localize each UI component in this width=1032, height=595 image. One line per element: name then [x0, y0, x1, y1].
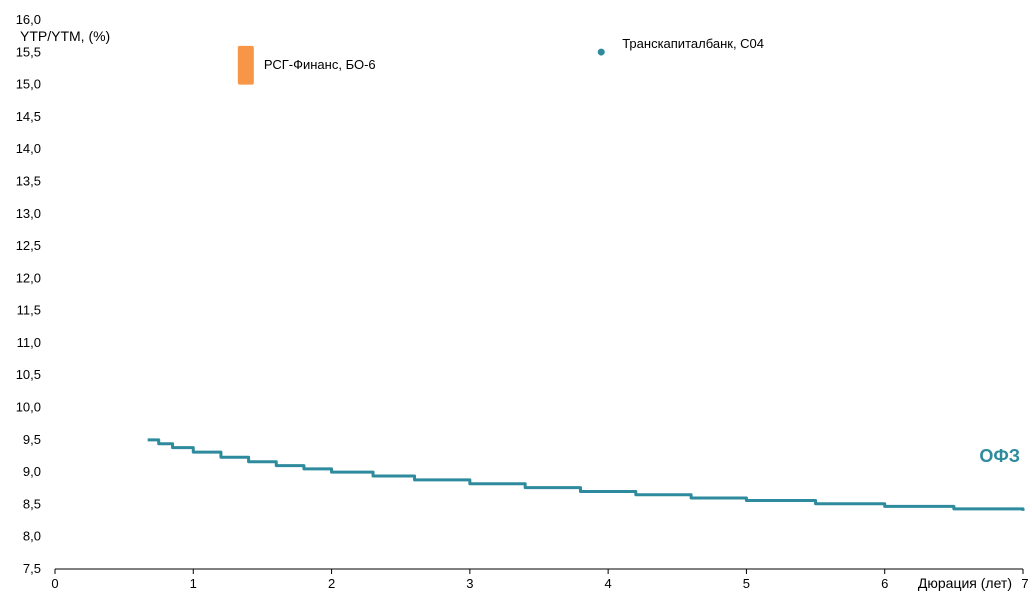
- y-tick-label: 9,5: [23, 432, 41, 447]
- x-tick-label: 6: [881, 576, 888, 591]
- y-tick-label: 10,0: [16, 400, 41, 415]
- point-label-transkapitalbank: Транскапиталбанк, С04: [622, 36, 764, 51]
- y-tick-label: 14,0: [16, 141, 41, 156]
- x-tick-label: 2: [328, 576, 335, 591]
- y-tick-label: 11,5: [17, 303, 41, 318]
- y-tick-label: 9,0: [23, 464, 41, 479]
- x-tick-label: 7: [1021, 576, 1028, 591]
- y-tick-label: 7,5: [23, 561, 41, 576]
- y-tick-label: 16,0: [16, 12, 41, 27]
- point-rsg-finans: [237, 45, 254, 85]
- x-tick-label: 0: [51, 576, 58, 591]
- y-tick-label: 11,0: [17, 335, 41, 350]
- x-tick-label: 4: [605, 576, 612, 591]
- y-axis-title: YTP/YTM, (%): [20, 28, 110, 44]
- y-tick-label: 12,5: [16, 238, 41, 253]
- y-tick-label: 13,0: [16, 206, 41, 221]
- x-tick-label: 3: [466, 576, 473, 591]
- series-label-ofz: ОФЗ: [979, 446, 1020, 466]
- y-tick-label: 8,5: [23, 496, 41, 511]
- point-transkapitalbank: [597, 48, 605, 56]
- point-label-rsg-finans: РСГ-Финанс, БО-6: [264, 57, 376, 72]
- series-line-ofz: [147, 438, 1025, 511]
- y-tick-label: 14,5: [16, 109, 41, 124]
- y-tick-labels: 7,5 8,0 8,5 9,0 9,5 10,0 10,5 11,0 11,5 12,0 12,5 1…: [16, 12, 41, 576]
- y-tick-label: 8,0: [23, 529, 41, 544]
- x-tick-marks: [54, 569, 1024, 574]
- y-tick-label: 13,5: [16, 173, 41, 188]
- x-tick-label: 5: [743, 576, 750, 591]
- x-axis-title: Дюрация (лет): [918, 575, 1012, 591]
- x-tick-label: 1: [190, 576, 197, 591]
- y-tick-label: 12,0: [16, 270, 41, 285]
- y-tick-label: 10,5: [16, 367, 41, 382]
- y-tick-label: 15,5: [16, 44, 41, 59]
- x-tick-labels: 0 1 2 3 4 5 6 7: [51, 576, 1028, 591]
- y-tick-label: 15,0: [16, 77, 41, 92]
